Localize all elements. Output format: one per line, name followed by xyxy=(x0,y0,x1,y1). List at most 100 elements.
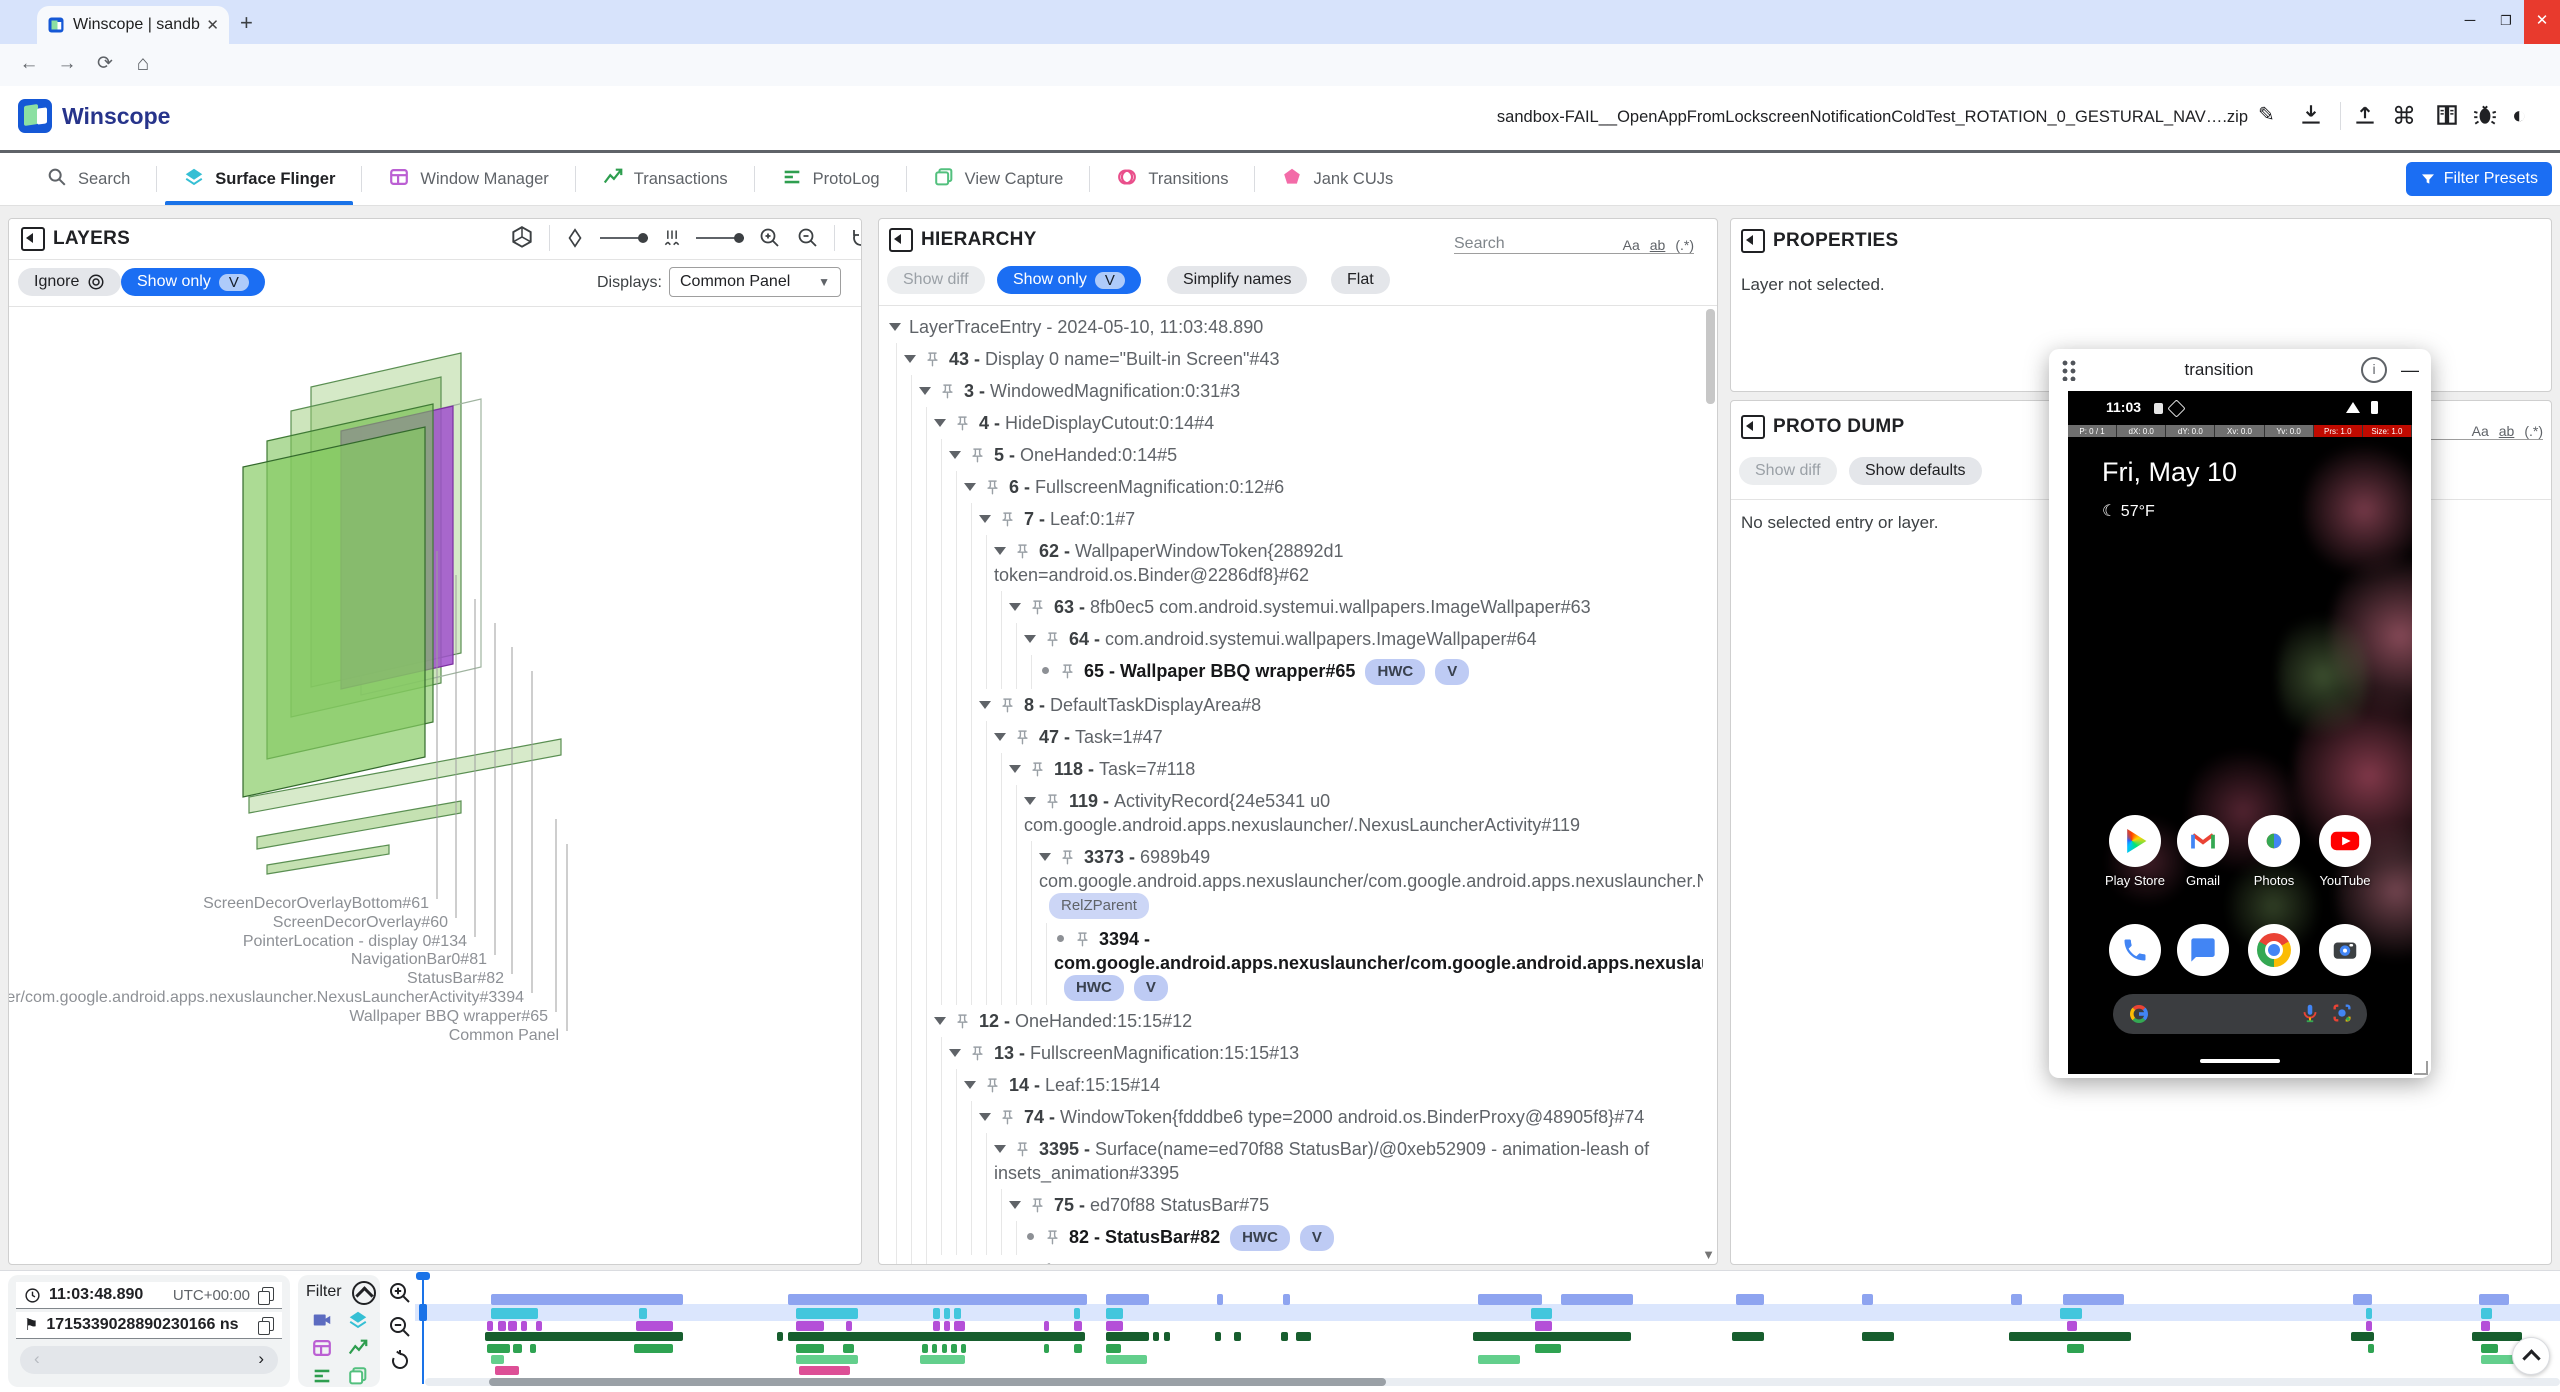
trace-segment-protolog[interactable] xyxy=(486,1344,511,1353)
trace-segment-window-manager[interactable] xyxy=(1074,1321,1082,1331)
ns-field[interactable]: ⚑ 1715339028890230166 ns xyxy=(16,1312,282,1339)
reload-icon[interactable]: ⟳ xyxy=(97,53,113,74)
tree-node-7[interactable]: 7 - Leaf:0:1#7 xyxy=(879,503,1703,535)
trace-segment-protolog[interactable] xyxy=(1044,1344,1050,1353)
app-icon-gmail[interactable] xyxy=(2177,815,2229,867)
timeline-zoom-out-button[interactable] xyxy=(388,1315,412,1344)
trace-segment-protolog[interactable] xyxy=(2367,1344,2375,1353)
dock-icon-phone[interactable] xyxy=(2109,924,2161,976)
trace-segment-protolog[interactable] xyxy=(922,1344,928,1353)
filter-videocam-icon[interactable] xyxy=(311,1309,333,1331)
zoom-out-icon[interactable] xyxy=(796,226,820,250)
tree-node-3[interactable]: 3 - WindowedMagnification:0:31#3 xyxy=(879,375,1703,407)
tree-node-12[interactable]: 12 - OneHanded:15:15#12 xyxy=(879,1005,1703,1037)
trace-segment-protolog[interactable] xyxy=(512,1344,523,1353)
browser-tab[interactable]: Winscope | sandbox-FAIL ✕ xyxy=(37,6,229,44)
expand-arrow-icon[interactable] xyxy=(919,387,931,395)
tree-node-3373[interactable]: 3373 - 6989b49 com.google.android.apps.n… xyxy=(879,841,1703,923)
dark-mode-icon[interactable]: ◐ xyxy=(2512,102,2527,129)
tab-jank-cujs[interactable]: Jank CUJs xyxy=(1255,153,1419,205)
tree-node-64[interactable]: 64 - com.android.systemui.wallpapers.Ima… xyxy=(879,623,1703,655)
tree-node-5[interactable]: 5 - OneHanded:0:14#5 xyxy=(879,439,1703,471)
trace-segment-window-manager[interactable] xyxy=(536,1321,543,1331)
new-tab-button[interactable]: + xyxy=(240,10,253,35)
expand-arrow-icon[interactable] xyxy=(994,733,1006,741)
expand-arrow-icon[interactable] xyxy=(1009,765,1021,773)
rotation-slider[interactable] xyxy=(600,233,648,243)
trace-segment-window-manager[interactable] xyxy=(796,1321,825,1331)
trace-segment-transitions[interactable] xyxy=(495,1366,519,1375)
trace-segment-window-manager[interactable] xyxy=(1044,1321,1050,1331)
drag-handle-icon[interactable] xyxy=(2061,359,2077,381)
tree-node-43[interactable]: 43 - Display 0 name="Built-in Screen"#43 xyxy=(879,343,1703,375)
upload-icon[interactable] xyxy=(2352,102,2382,132)
tab-surface-flinger[interactable]: Surface Flinger xyxy=(157,153,361,205)
filter-viewcapture-icon[interactable] xyxy=(347,1365,369,1387)
expand-arrow-icon[interactable] xyxy=(994,1145,1006,1153)
trace-segment-window-manager[interactable] xyxy=(2066,1321,2078,1331)
trace-segment-transactions[interactable] xyxy=(1106,1332,1149,1341)
expand-arrow-icon[interactable] xyxy=(964,483,976,491)
filter-layers-icon[interactable] xyxy=(347,1309,369,1331)
match-word-icon[interactable]: ab xyxy=(2498,423,2515,439)
expand-arrow-icon[interactable] xyxy=(949,451,961,459)
trace-segment-protolog[interactable] xyxy=(1106,1344,1121,1353)
trace-segment-transactions[interactable] xyxy=(1163,1332,1171,1341)
trace-segment-window-manager[interactable] xyxy=(521,1321,528,1331)
timeline-overview-thumb[interactable] xyxy=(489,1378,1386,1386)
trace-segment-view-capture[interactable] xyxy=(1106,1355,1147,1364)
zoom-in-icon[interactable] xyxy=(758,226,782,250)
trace-segment-window-manager[interactable] xyxy=(845,1321,852,1331)
show-only-v-hierarchy-toggle[interactable]: Show only V xyxy=(997,266,1141,294)
filter-presets-button[interactable]: Filter Presets xyxy=(2405,162,2552,196)
trace-segment-transactions[interactable] xyxy=(777,1332,783,1341)
trace-segment-transactions[interactable] xyxy=(1296,1332,1312,1341)
trace-segment-surface-flinger[interactable] xyxy=(638,1308,648,1319)
trace-segment-transitions[interactable] xyxy=(798,1366,850,1375)
regex-icon[interactable]: (.*) xyxy=(2524,423,2543,439)
trace-segment-window-manager[interactable] xyxy=(933,1321,940,1331)
trace-segment-surface-flinger[interactable] xyxy=(2365,1308,2373,1319)
expand-arrow-icon[interactable] xyxy=(979,1113,991,1121)
timestamp-field[interactable]: 11:03:48.890 UTC+00:00 xyxy=(16,1282,282,1309)
tab-search[interactable]: Search xyxy=(20,153,156,205)
tree-node-8[interactable]: 8 - DefaultTaskDisplayArea#8 xyxy=(879,689,1703,721)
trace-segment-screen-recording[interactable] xyxy=(1217,1294,1224,1305)
trace-segment-screen-recording[interactable] xyxy=(2352,1294,2373,1305)
trace-segment-surface-flinger[interactable] xyxy=(796,1308,859,1319)
expand-arrow-icon[interactable] xyxy=(949,1049,961,1057)
timeline-overview-track[interactable] xyxy=(425,1378,2560,1386)
collapse-layers-icon[interactable] xyxy=(21,227,45,251)
trace-segment-transactions[interactable] xyxy=(2472,1332,2522,1341)
trace-segment-transactions[interactable] xyxy=(1281,1332,1288,1341)
trace-segment-screen-recording[interactable] xyxy=(2062,1294,2125,1305)
tree-node-74[interactable]: 74 - WindowToken{fdddbe6 type=2000 andro… xyxy=(879,1101,1703,1133)
trace-segment-surface-flinger[interactable] xyxy=(943,1308,951,1319)
trace-segment-view-capture[interactable] xyxy=(796,1355,859,1364)
tree-node[interactable]: LayerTraceEntry - 2024-05-10, 11:03:48.8… xyxy=(879,311,1703,343)
trace-segment-protolog[interactable] xyxy=(941,1344,947,1353)
trace-segment-transactions[interactable] xyxy=(1214,1332,1222,1341)
copy-ns-icon[interactable] xyxy=(258,1317,274,1335)
reset-view-icon[interactable] xyxy=(849,226,862,250)
trace-segment-transactions[interactable] xyxy=(1153,1332,1160,1341)
trace-segment-surface-flinger[interactable] xyxy=(2060,1308,2082,1319)
collapse-proto-dump-icon[interactable] xyxy=(1741,415,1765,439)
trace-segment-window-manager[interactable] xyxy=(1106,1321,1124,1331)
match-case-icon[interactable]: Aa xyxy=(1622,237,1640,253)
trace-segment-surface-flinger[interactable] xyxy=(1106,1308,1124,1319)
trace-segment-window-manager[interactable] xyxy=(2365,1321,2373,1331)
tree-node-119[interactable]: 119 - ActivityRecord{24e5341 u0 com.goog… xyxy=(879,785,1703,841)
trace-segment-view-capture[interactable] xyxy=(1477,1355,1521,1364)
tree-node-62[interactable]: 62 - WallpaperWindowToken{28892d1 token=… xyxy=(879,535,1703,591)
simplify-names-toggle[interactable]: Simplify names xyxy=(1167,266,1308,294)
trace-segment-transactions[interactable] xyxy=(787,1332,1085,1341)
tree-node-13[interactable]: 13 - FullscreenMagnification:15:15#13 xyxy=(879,1037,1703,1069)
trace-segment-screen-recording[interactable] xyxy=(1560,1294,1634,1305)
hierarchy-search-input[interactable]: Search Aa ab (.*) xyxy=(1454,225,1694,254)
trace-segment-screen-recording[interactable] xyxy=(1735,1294,1764,1305)
documentation-icon[interactable] xyxy=(2434,102,2464,132)
trace-segment-transactions[interactable] xyxy=(2009,1332,2131,1341)
filter-collapse-button[interactable] xyxy=(352,1281,376,1305)
shortcuts-icon[interactable]: ⌘ xyxy=(2392,103,2416,130)
